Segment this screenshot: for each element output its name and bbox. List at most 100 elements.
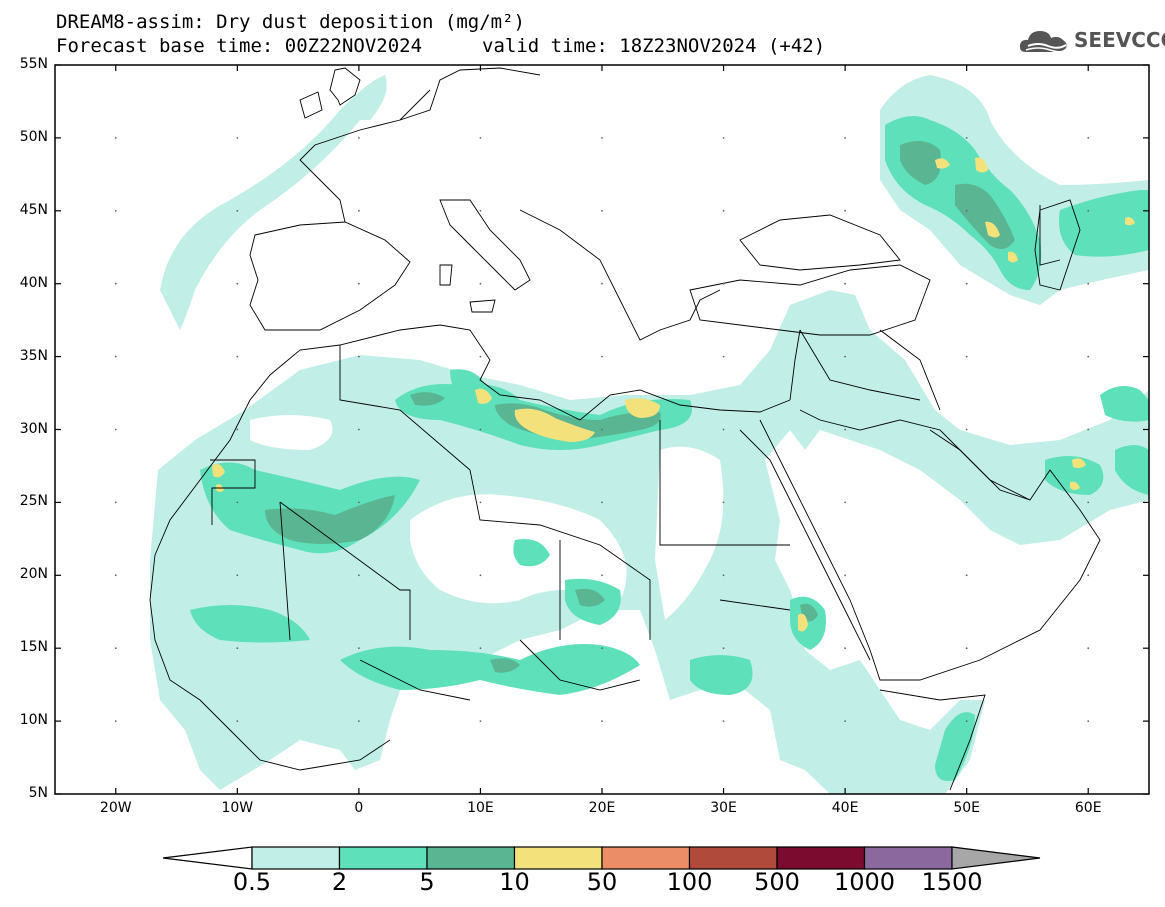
lat-label: 15N [19,639,48,656]
lon-label: 0 [354,800,364,816]
grid-dot [236,137,239,139]
grid-dot [722,209,725,212]
grid-dot [965,647,968,650]
colorbar-high-extend [951,846,1041,870]
grid-dot [722,647,725,650]
lat-label: 50N [19,128,48,145]
grid-dot [844,647,847,650]
valid-time: valid time: 18Z23NOV2024 (+42) [482,35,826,57]
grid-dot [479,209,482,212]
colorbar-label: 50 [586,868,618,896]
dust-contours [149,67,1149,794]
grid-dot [601,647,603,650]
grid-dot [965,209,968,212]
seevccc-logo: SEEVCCC [1018,24,1165,56]
lat-label: 55N [19,56,48,72]
grid-dot [844,209,847,212]
grid-dot [601,137,603,139]
colorbar-label: 0.5 [232,868,272,896]
grid-dot [965,720,968,722]
lon-label: 20E [588,800,616,816]
grid-dot [236,209,239,212]
axis-ticks [55,64,1149,795]
grid-dot [1087,355,1090,358]
colorbar-box [251,846,341,870]
grid-dot [844,355,847,358]
grid-dot [479,647,482,650]
grid-dot [114,282,117,285]
grid-dot [601,428,603,431]
lon-label: 10E [467,800,494,816]
colorbar-box [776,846,866,870]
grid-dot [722,355,725,358]
lon-label: 20W [99,800,132,816]
grid-dot [844,428,847,431]
grid-dot [114,647,117,650]
logo-text: SEEVCCC [1074,28,1165,52]
lon-label: 60E [1074,800,1102,816]
grid-dot [844,574,847,577]
grid-dot [479,501,482,504]
grid-dot [722,282,725,285]
colorbar-box [601,846,691,870]
grid-dot [236,428,239,431]
colorbar-low-extend [162,846,253,870]
grid-dot [1087,501,1090,504]
colorbar-label: 5 [419,868,435,896]
cloud-icon [1019,31,1067,53]
grid-dot [965,501,968,504]
grid-dot [357,355,360,358]
grid-dot [1087,647,1090,650]
grid-dot [601,355,603,358]
grid-dot [1087,428,1090,431]
grid-dot [965,355,968,358]
grid-dot [479,137,482,139]
colorbar-box [426,846,516,870]
grid-dot [479,428,482,431]
grid-dot [357,647,360,650]
colorbar-box [863,846,953,870]
grid-dot [479,282,482,285]
grid-dot [114,574,117,577]
grid-dot [236,647,239,650]
colorbar-label: 500 [754,868,800,896]
colorbar-label: 10 [499,868,530,896]
lat-label: 45N [19,201,48,218]
grid-dot [114,209,117,212]
grid-dot [357,720,360,722]
lon-label: 30E [710,800,737,816]
grid-dot [601,282,603,285]
colorbar-label: 1000 [833,868,896,896]
grid-dot [722,720,725,722]
grid-dot [479,574,482,577]
grid-dot [114,720,117,722]
grid-dot [1087,574,1090,577]
grid-dot [1087,282,1090,285]
grid-dot [357,574,360,577]
grid-dot [357,501,360,504]
grid-dot [1087,209,1090,212]
grid-dot [601,720,603,722]
grid-dot [1087,720,1090,722]
grid-dot [236,720,239,722]
grid-dot [357,209,360,212]
grid-dot [114,137,117,139]
grid-dot [357,137,360,139]
grid-dot [357,428,360,431]
grid-dot [965,428,968,431]
grid-dot [965,137,968,139]
grid-dot [114,428,117,431]
grid-dot [114,501,117,504]
lat-label: 20N [19,566,48,583]
grid-dot [844,501,847,504]
colorbar-label: 1500 [921,868,983,896]
grid-dot [601,209,603,212]
grid-dot [1087,137,1090,139]
grid-dot [965,282,968,285]
lat-label: 40N [19,274,48,291]
grid-dot [965,574,968,577]
colorbar-box [338,846,428,870]
grid-dot [357,282,360,285]
lat-label: 25N [19,493,48,510]
